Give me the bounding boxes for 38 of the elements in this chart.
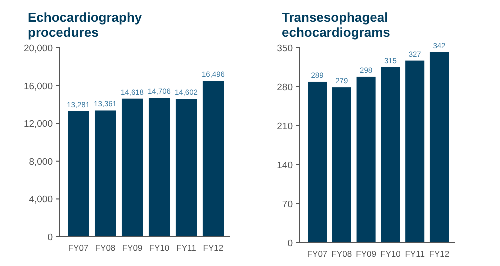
- y-tick-label: 350: [277, 44, 293, 54]
- bar: [430, 52, 449, 243]
- y-tick-label: 210: [277, 122, 293, 132]
- x-tick-label: FY12: [203, 243, 224, 253]
- bar: [202, 81, 224, 237]
- y-tick-label: 4,000: [29, 194, 53, 206]
- x-tick-label: FY07: [68, 243, 89, 253]
- bar: [332, 88, 352, 243]
- x-tick-label: FY12: [429, 249, 450, 259]
- x-tick-label: FY10: [380, 249, 402, 259]
- x-tick-label: FY08: [95, 243, 116, 253]
- x-tick-label: FY09: [122, 243, 143, 253]
- x-tick-label: FY11: [176, 243, 197, 253]
- y-tick-label: 280: [277, 82, 293, 94]
- bar: [122, 98, 144, 237]
- bar: [94, 110, 116, 237]
- y-tick-label: 12,000: [24, 119, 53, 130]
- x-tick-label: FY07: [307, 249, 328, 259]
- y-tick-label: 70: [282, 200, 293, 210]
- y-tick-label: 0: [288, 238, 293, 250]
- y-tick-label: 0: [48, 232, 53, 244]
- bar: [381, 68, 400, 243]
- y-tick-label: 20,000: [24, 44, 53, 54]
- x-tick-label: FY08: [332, 249, 352, 259]
- x-tick-label: FY11: [405, 249, 426, 259]
- x-tick-label: FY10: [149, 243, 170, 253]
- chart-title: Echocardiography procedures: [28, 10, 143, 40]
- y-tick-label: 8,000: [29, 156, 53, 168]
- y-tick-label: 16,000: [24, 81, 53, 92]
- bar: [68, 111, 90, 237]
- bar: [356, 76, 376, 243]
- bar: [406, 60, 425, 243]
- chart-title: Transesophageal echocardiograms: [282, 10, 390, 40]
- bar: [308, 82, 328, 243]
- bar: [148, 98, 170, 237]
- x-tick-label: FY09: [356, 249, 377, 259]
- bar: [176, 99, 198, 237]
- y-tick-label: 140: [277, 160, 293, 172]
